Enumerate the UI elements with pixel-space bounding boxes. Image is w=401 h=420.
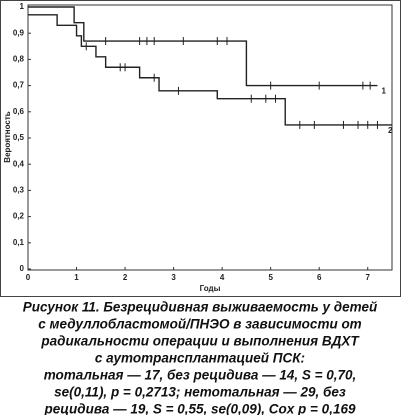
y-tick-label: 0,3 [13, 186, 25, 195]
chart-border [0, 0, 401, 297]
caption-line: тотальная — 17, без рецидива — 14, S = 0… [44, 368, 357, 383]
series-label: 1 [381, 87, 386, 96]
x-tick-label: 2 [123, 273, 128, 282]
x-axis-label: Годы [200, 284, 221, 293]
survival-curve [28, 14, 392, 126]
survival-curve [28, 6, 378, 87]
caption-line: с аутотрансплантацией ПСК: [95, 351, 305, 366]
caption-line: с медуллобластомой/ПНЭО в зависимости от [38, 317, 361, 332]
caption-line: se(0,11), p = 0,2713; нетотальная — 29, … [54, 385, 346, 400]
y-tick-label: 0,9 [13, 28, 25, 37]
caption-line: радикальности операции и выполнения ВДХТ [40, 334, 360, 349]
y-tick-label: 1 [20, 2, 25, 11]
y-tick-label: 0,4 [13, 159, 25, 168]
caption-line: рецидива — 19, S = 0,55, se(0,09), Cox p… [44, 402, 356, 415]
y-tick-label: 0,7 [13, 81, 25, 90]
x-tick-label: 5 [268, 273, 273, 282]
y-tick-label: 0 [20, 264, 25, 273]
plot-frame [27, 4, 393, 271]
y-tick-label: 0,5 [13, 133, 25, 142]
y-tick-label: 0,8 [13, 55, 25, 64]
y-tick-label: 0,1 [13, 238, 25, 247]
x-tick-label: 0 [26, 273, 31, 282]
x-tick-label: 1 [74, 273, 79, 282]
y-tick-label: 0,6 [13, 107, 25, 116]
x-tick-label: 7 [366, 273, 371, 282]
series-label: 2 [388, 126, 393, 135]
x-tick-label: 4 [220, 273, 225, 282]
y-axis-label: Вероятность [3, 111, 12, 162]
x-tick-label: 6 [317, 273, 322, 282]
y-tick-label: 0,2 [13, 212, 25, 221]
x-tick-label: 3 [171, 273, 176, 282]
caption-line: Рисунок 11. Безрецидивная выживаемость у… [23, 300, 378, 315]
